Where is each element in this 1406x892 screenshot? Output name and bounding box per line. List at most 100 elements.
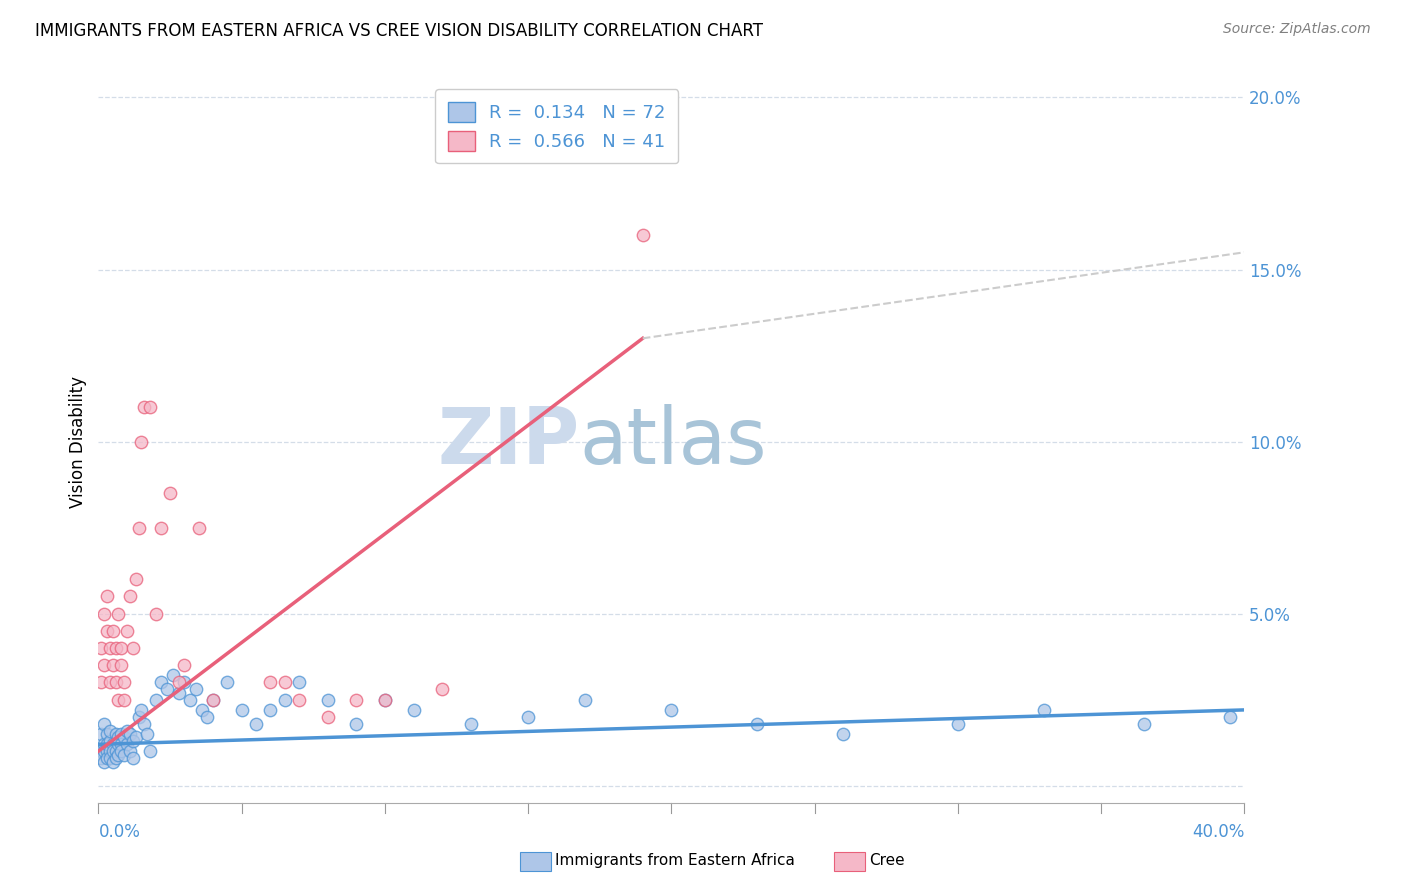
Point	[402, 703, 425, 717]
Point	[259, 675, 281, 690]
Point	[946, 716, 969, 731]
Point	[631, 228, 654, 243]
Point	[316, 692, 339, 706]
Point	[101, 624, 124, 638]
Point	[107, 731, 129, 745]
Point	[124, 731, 146, 745]
Point	[134, 716, 156, 731]
Point	[112, 675, 135, 690]
Point	[184, 682, 207, 697]
Point	[517, 710, 540, 724]
Point	[374, 692, 396, 706]
Point	[110, 640, 132, 655]
Point	[93, 737, 115, 751]
Text: atlas: atlas	[579, 403, 768, 480]
Point	[110, 658, 132, 673]
Point	[110, 737, 132, 751]
Point	[104, 675, 127, 690]
Point	[139, 744, 162, 758]
Point	[118, 590, 141, 604]
Point	[574, 692, 596, 706]
Point	[1133, 716, 1156, 731]
Text: Source: ZipAtlas.com: Source: ZipAtlas.com	[1223, 22, 1371, 37]
Y-axis label: Vision Disability: Vision Disability	[69, 376, 87, 508]
Point	[1219, 710, 1241, 724]
Legend: R =  0.134   N = 72, R =  0.566   N = 41: R = 0.134 N = 72, R = 0.566 N = 41	[436, 89, 678, 163]
Point	[90, 751, 112, 765]
Point	[124, 572, 146, 586]
Point	[98, 744, 121, 758]
Point	[93, 607, 115, 621]
Point	[104, 744, 127, 758]
Point	[288, 692, 311, 706]
Point	[98, 723, 121, 738]
Point	[128, 520, 150, 534]
Text: 0.0%: 0.0%	[98, 823, 141, 841]
Point	[98, 751, 121, 765]
Point	[145, 607, 167, 621]
Point	[832, 727, 855, 741]
Point	[273, 675, 295, 690]
Point	[430, 682, 453, 697]
Point	[110, 744, 132, 758]
Point	[115, 723, 138, 738]
Point	[173, 675, 195, 690]
Point	[93, 658, 115, 673]
Point	[107, 692, 129, 706]
Point	[107, 747, 129, 762]
Point	[374, 692, 396, 706]
Point	[288, 675, 311, 690]
Point	[98, 734, 121, 748]
Point	[96, 727, 118, 741]
Point	[173, 658, 195, 673]
Point	[118, 744, 141, 758]
Point	[121, 751, 143, 765]
Point	[150, 675, 173, 690]
Point	[190, 703, 212, 717]
Point	[747, 716, 769, 731]
Point	[96, 744, 118, 758]
Point	[273, 692, 295, 706]
Point	[187, 520, 209, 534]
Point	[167, 675, 190, 690]
Point	[131, 703, 153, 717]
Point	[115, 624, 138, 638]
Point	[128, 710, 150, 724]
Text: ZIP: ZIP	[437, 403, 579, 480]
Point	[121, 640, 143, 655]
Point	[104, 751, 127, 765]
Point	[101, 755, 124, 769]
Point	[344, 692, 367, 706]
Point	[96, 624, 118, 638]
Point	[139, 400, 162, 414]
Point	[93, 755, 115, 769]
Point	[460, 716, 482, 731]
Point	[131, 434, 153, 449]
Point	[344, 716, 367, 731]
Point	[195, 710, 218, 724]
Point	[107, 607, 129, 621]
Point	[101, 658, 124, 673]
Point	[202, 692, 225, 706]
Point	[112, 692, 135, 706]
Point	[156, 682, 179, 697]
Point	[98, 675, 121, 690]
Point	[101, 744, 124, 758]
Point	[112, 747, 135, 762]
Point	[661, 703, 683, 717]
Point	[134, 400, 156, 414]
Point	[90, 744, 112, 758]
Point	[96, 751, 118, 765]
Point	[118, 727, 141, 741]
Text: Cree: Cree	[869, 854, 904, 868]
Point	[101, 737, 124, 751]
Point	[1032, 703, 1054, 717]
Text: IMMIGRANTS FROM EASTERN AFRICA VS CREE VISION DISABILITY CORRELATION CHART: IMMIGRANTS FROM EASTERN AFRICA VS CREE V…	[35, 22, 763, 40]
Point	[90, 727, 112, 741]
Point	[93, 744, 115, 758]
Point	[110, 727, 132, 741]
Point	[179, 692, 201, 706]
Point	[136, 727, 159, 741]
Point	[231, 703, 253, 717]
Point	[162, 668, 184, 682]
